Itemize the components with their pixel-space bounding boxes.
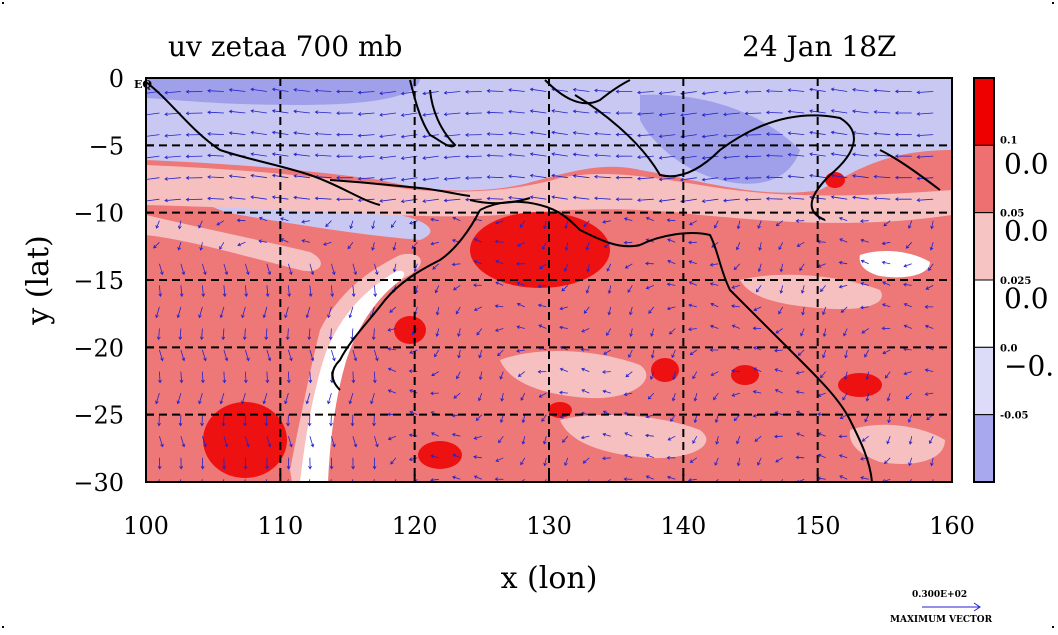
colorbar-big-label: 0.0 (1004, 215, 1049, 248)
corner-mark (2, 626, 4, 628)
y-axis-label: y (lat) (21, 235, 56, 325)
field-weak-pos-band (146, 165, 952, 223)
corner-mark (2, 2, 4, 4)
x-tick-label: 110 (257, 512, 303, 540)
wind-vectors (146, 87, 934, 482)
colorbar-small-label: 0.05 (1000, 209, 1024, 220)
field-zero-tongue (300, 270, 405, 482)
coastline (639, 232, 873, 482)
field-zero-patch (859, 250, 930, 278)
corner-mark (1052, 2, 1054, 4)
map-area (146, 78, 952, 482)
x-tick-label: 130 (526, 512, 572, 540)
coastline (879, 149, 941, 191)
x-tick-label: 100 (123, 512, 169, 540)
y-tick-label: −25 (73, 402, 124, 430)
colorbar-small-label: 0.1 (1000, 135, 1017, 146)
colorbar-big-label: 0.0 (1004, 282, 1049, 315)
corner-mark (1052, 626, 1054, 628)
x-axis-ticks: 100 110 120 130 140 150 160 (123, 474, 975, 540)
graticule (146, 78, 952, 482)
max-vector-legend: 0.300E+02 MAXIMUM VECTOR (890, 590, 993, 625)
x-tick-label: 150 (795, 512, 841, 540)
max-vector-value: 0.300E+02 (912, 590, 967, 600)
max-vector-arrowhead (973, 602, 981, 612)
field-strong-pos-blob (394, 316, 426, 344)
y-tick-label: −10 (73, 200, 124, 228)
colorbar-segment (973, 279, 995, 348)
vector-arrows (146, 87, 934, 482)
x-tick-label: 160 (929, 512, 975, 540)
field-weak-pos-patch (560, 414, 707, 459)
coastline (329, 179, 471, 197)
colorbar-frame (973, 77, 995, 483)
y-axis-ticks: 0 −5 −10 −15 −20 −25 −30 (73, 65, 154, 497)
y-tick-label: −30 (73, 469, 124, 497)
colorbar-segment (973, 346, 995, 416)
coastline (146, 81, 381, 206)
colorbar-big-label: 0.0 (1004, 147, 1049, 180)
field-weak-pos-patch (849, 424, 945, 464)
field-strong-pos-blob (470, 212, 610, 288)
field-neg-core (146, 78, 420, 105)
colorbar-segment (973, 414, 995, 483)
field-strong-pos-blob (825, 172, 845, 188)
y-tick-label: −15 (73, 267, 124, 295)
colorbar-segment (973, 144, 995, 214)
x-tick-label: 120 (392, 512, 438, 540)
coastlines (146, 79, 941, 482)
colorbar-small-label: 0.025 (1000, 276, 1031, 287)
field-weak-pos-patch (500, 350, 647, 399)
colorbar-small-label: 0.0 (1000, 343, 1017, 354)
field-strong-pos-blob (651, 358, 679, 382)
title-right: 24 Jan 18Z (742, 30, 896, 63)
colorbar-segment (973, 77, 995, 146)
y-tick-label: 0 (109, 65, 124, 93)
x-tick-label: 140 (660, 512, 706, 540)
coastline (574, 94, 855, 221)
eq-label: EQ (134, 78, 152, 91)
field-strong-pos-blob (838, 373, 882, 397)
field-strong-pos-blob (731, 365, 759, 385)
colorbar-segment (973, 212, 995, 281)
field-strong-pos-blob (203, 402, 287, 478)
y-tick-label: −5 (89, 132, 124, 160)
x-axis-label: x (lon) (501, 561, 598, 596)
field-weak-pos-patch (740, 274, 882, 310)
colorbar-small-label: -0.05 (1000, 411, 1029, 422)
field-weak-pos-tongue (146, 215, 321, 272)
colorbar-big-label: −0. (1004, 349, 1054, 382)
title-left: uv zetaa 700 mb (168, 30, 402, 63)
coastline (409, 79, 457, 148)
y-tick-label: −20 (73, 334, 124, 362)
coastline (479, 200, 641, 248)
max-vector-label: MAXIMUM VECTOR (890, 615, 993, 625)
coastline (331, 209, 481, 391)
field-strong-pos-blob (418, 441, 462, 469)
field-neg-core (640, 94, 800, 184)
coastline (544, 79, 631, 105)
